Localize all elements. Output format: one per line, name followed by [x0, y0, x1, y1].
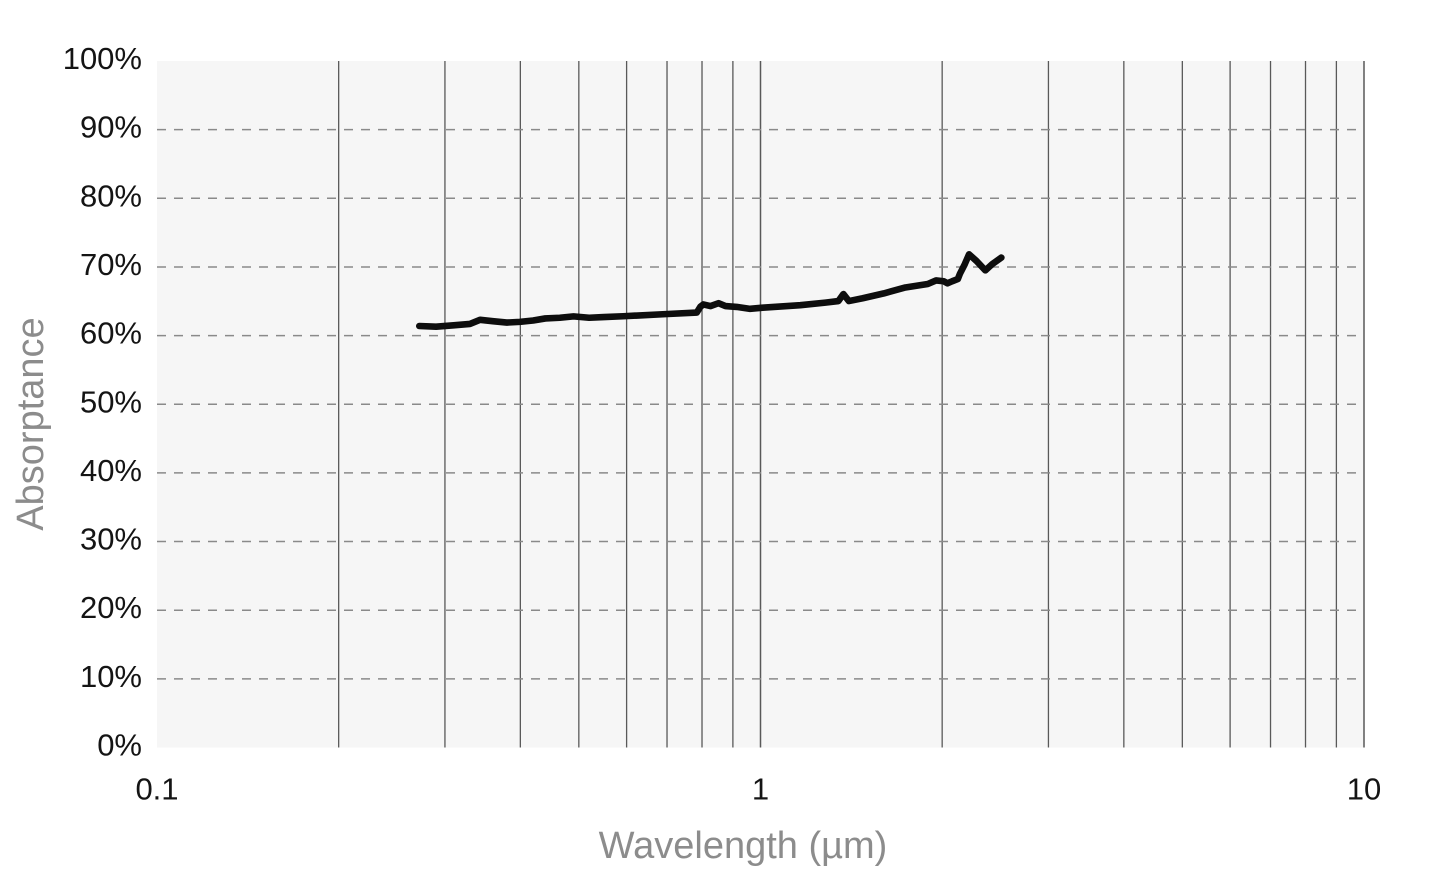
svg-text:20%: 20% — [80, 590, 142, 625]
svg-text:10: 10 — [1347, 772, 1381, 807]
svg-text:0.1: 0.1 — [135, 772, 178, 807]
svg-text:1: 1 — [752, 772, 769, 807]
svg-text:90%: 90% — [80, 110, 142, 145]
svg-text:80%: 80% — [80, 178, 142, 213]
svg-text:70%: 70% — [80, 247, 142, 282]
svg-text:40%: 40% — [80, 453, 142, 488]
svg-text:10%: 10% — [80, 659, 142, 694]
svg-text:60%: 60% — [80, 316, 142, 351]
svg-text:100%: 100% — [63, 41, 142, 76]
svg-text:30%: 30% — [80, 522, 142, 557]
svg-text:0%: 0% — [97, 728, 142, 763]
svg-text:50%: 50% — [80, 384, 142, 419]
